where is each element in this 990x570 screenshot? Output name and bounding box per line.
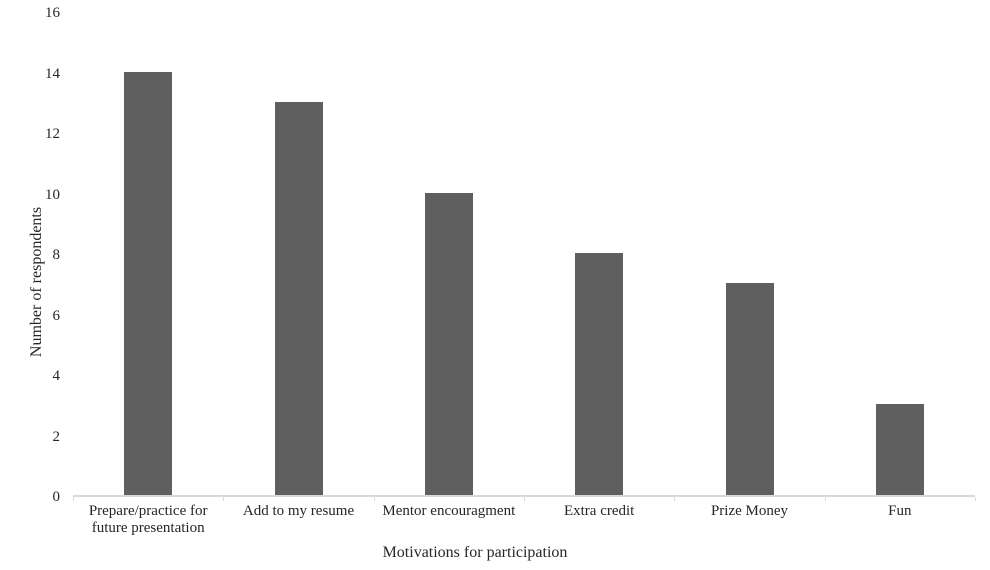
- y-tick-label: 16: [45, 5, 60, 21]
- x-category-label: Extra credit: [563, 503, 635, 519]
- x-category-label: Fun: [888, 503, 912, 519]
- bar: [875, 404, 924, 495]
- x-axis-tick: [674, 497, 676, 501]
- bar: [274, 101, 323, 495]
- x-axis-tick: [524, 497, 525, 501]
- x-axis-tick: [73, 497, 74, 501]
- bar: [575, 253, 624, 495]
- y-tick-label: 6: [52, 307, 61, 324]
- y-tick-label: 4: [52, 368, 61, 384]
- x-category-label: Add to my resume: [242, 503, 355, 519]
- y-tick-label: 0: [52, 489, 61, 505]
- y-tick-label: 12: [45, 126, 60, 142]
- bar: [725, 283, 774, 495]
- x-axis-tick: [223, 497, 225, 501]
- bar: [124, 71, 173, 495]
- bar: [424, 192, 473, 495]
- y-tick-label: 8: [52, 247, 61, 263]
- x-category-label: Prize Money: [710, 503, 789, 519]
- x-category-label: Prepare/practice for future presentation: [88, 503, 208, 536]
- y-tick-label: 14: [45, 65, 60, 82]
- plot-area: [73, 11, 975, 497]
- y-tick-label: 2: [52, 428, 61, 445]
- x-category-label: Mentor encouragment: [382, 503, 516, 519]
- x-axis-title: Motivations for participation: [382, 544, 568, 561]
- x-axis-tick: [373, 497, 375, 501]
- x-axis-tick: [975, 497, 976, 501]
- x-axis-tick: [824, 497, 826, 501]
- y-axis-title: Number of respondents: [28, 206, 45, 358]
- y-tick-label: 10: [45, 186, 60, 203]
